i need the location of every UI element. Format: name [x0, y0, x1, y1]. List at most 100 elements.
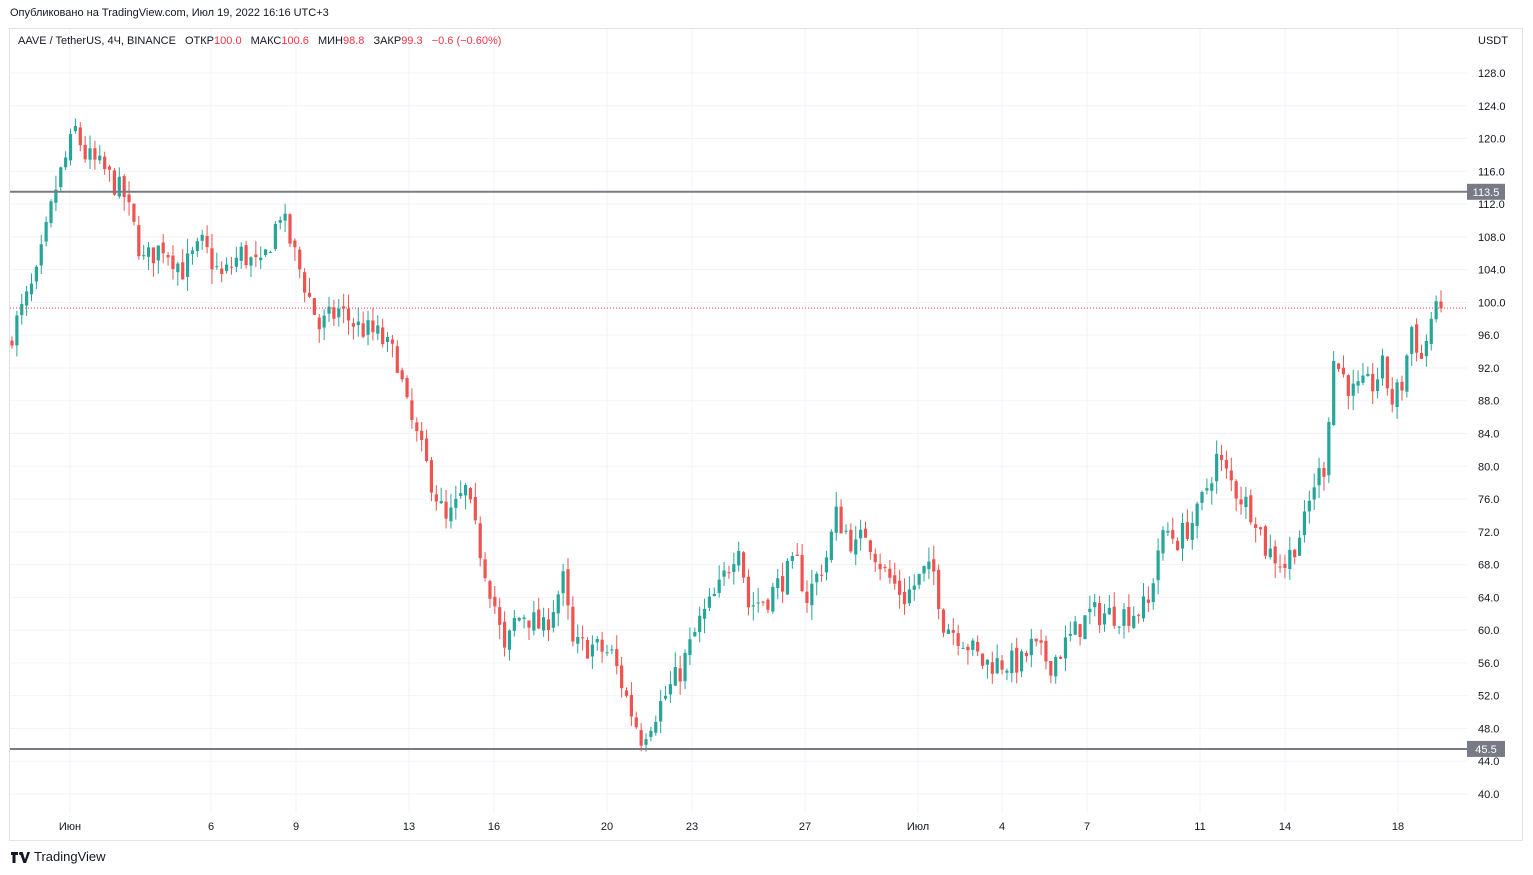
candle-body: [473, 496, 477, 521]
candle-body: [1307, 500, 1311, 512]
candle-body: [1327, 421, 1331, 476]
tradingview-brand-label: TradingView: [34, 849, 106, 864]
candle-body: [239, 246, 243, 261]
candle-body: [337, 308, 341, 318]
candle-body: [483, 559, 487, 579]
candle-body: [756, 602, 760, 604]
y-tick-label: 60.0: [1478, 625, 1499, 637]
legend-change: −0.6 (−0.60%): [431, 35, 502, 47]
candle-body: [1137, 614, 1141, 616]
candle-body: [532, 612, 536, 631]
candle-body: [283, 213, 287, 221]
candle-body: [971, 640, 975, 650]
candle-body: [259, 257, 263, 261]
candle-body: [1210, 483, 1214, 491]
candle-body: [1058, 656, 1063, 659]
candle-body: [268, 251, 273, 253]
candle-body: [1302, 511, 1307, 536]
candle-body: [459, 493, 463, 497]
y-tick-label: 108.0: [1478, 232, 1506, 244]
candle-body: [1283, 563, 1287, 568]
candle-body: [1112, 606, 1116, 626]
candle-body: [29, 283, 34, 295]
candle-body: [20, 303, 24, 316]
candle-body: [137, 225, 141, 257]
candle-body: [1005, 670, 1009, 673]
candle-body: [732, 564, 736, 573]
candle-body: [278, 220, 282, 223]
y-tick-label: 96.0: [1478, 330, 1499, 342]
candle-body: [78, 127, 82, 146]
candle-body: [537, 609, 541, 629]
candle-body: [1078, 624, 1082, 638]
y-tick-label: 128.0: [1478, 68, 1506, 80]
candle-body: [805, 591, 809, 603]
level-price-label-bg: [1467, 183, 1505, 200]
candle-body: [693, 632, 697, 637]
candle-body: [176, 263, 180, 273]
tradingview-branding[interactable]: TradingView: [10, 849, 106, 864]
candle-body: [342, 306, 346, 309]
candle-body: [220, 268, 224, 275]
candle-body: [15, 315, 19, 346]
candle-body: [951, 630, 955, 633]
candle-body: [1205, 488, 1209, 491]
candle-body: [1068, 633, 1072, 636]
candle-body: [712, 593, 716, 597]
candle-body: [68, 133, 73, 161]
candle-body: [1200, 492, 1204, 503]
candle-body: [93, 148, 97, 160]
candle-body: [761, 601, 765, 603]
tradingview-logo-icon: [11, 851, 30, 863]
candle-body: [937, 569, 941, 610]
candle-body: [624, 690, 629, 696]
x-tick-label: 20: [601, 821, 613, 833]
candle-body: [1293, 549, 1297, 558]
candle-body: [790, 556, 794, 562]
candle-body: [585, 639, 590, 659]
candle-body: [400, 370, 404, 380]
candle-body: [385, 337, 390, 342]
candle-body: [932, 559, 936, 572]
candle-body: [581, 637, 585, 639]
candle-body: [1117, 626, 1121, 628]
x-tick-label: 18: [1392, 821, 1404, 833]
candle-body: [25, 291, 29, 306]
candle-body: [976, 641, 980, 652]
candle-body: [307, 292, 312, 297]
candle-body: [610, 649, 614, 651]
candle-body: [527, 620, 531, 628]
candle-body: [1419, 352, 1424, 359]
candle-body: [1390, 389, 1394, 405]
candle-body: [966, 646, 970, 651]
candle-body: [366, 320, 370, 335]
candle-body: [654, 721, 658, 733]
candle-body: [834, 506, 838, 533]
candle-body: [863, 528, 868, 538]
candle-body: [429, 460, 434, 493]
candle-body: [1278, 566, 1282, 568]
candle-body: [454, 498, 458, 508]
candle-body: [873, 553, 877, 563]
y-tick-label: 124.0: [1478, 101, 1506, 113]
candle-body: [410, 400, 414, 420]
candle-body: [1400, 381, 1404, 391]
chart-legend: AAVE / TetherUS, 4Ч, BINANCE ОТКР100.0 М…: [18, 35, 501, 47]
y-tick-label: 48.0: [1478, 723, 1499, 735]
candle-body: [683, 652, 687, 682]
y-tick-label: 76.0: [1478, 494, 1499, 506]
candle-body: [902, 591, 907, 605]
candle-body: [200, 234, 204, 241]
candle-body: [1361, 375, 1365, 383]
candle-body: [229, 266, 234, 268]
candle-body: [1341, 367, 1346, 375]
candle-body: [566, 569, 570, 606]
candle-body: [785, 560, 790, 595]
candle-body: [868, 540, 872, 552]
candle-body: [595, 638, 599, 643]
y-tick-label: 116.0: [1478, 166, 1505, 178]
legend-high-value: 100.6: [281, 35, 309, 47]
candle-body: [488, 581, 492, 599]
candle-body: [1385, 356, 1389, 389]
